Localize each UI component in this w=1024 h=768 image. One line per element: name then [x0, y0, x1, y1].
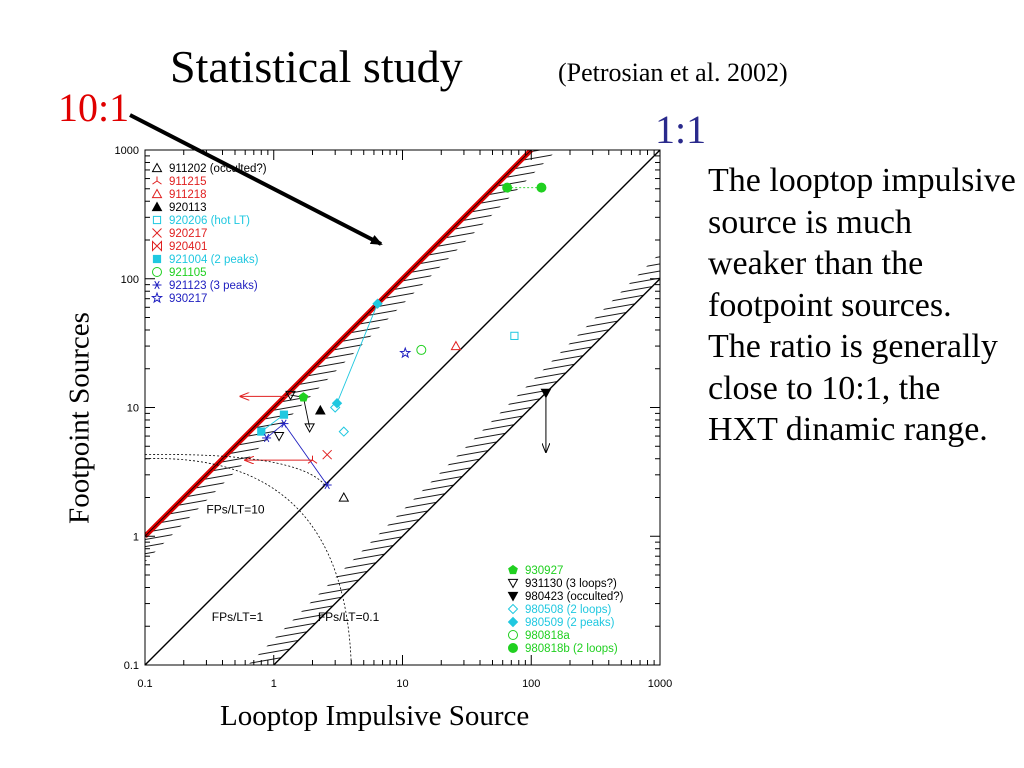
data-point-921004 [279, 410, 289, 419]
legend-marker [508, 564, 518, 575]
legend-marker [152, 254, 162, 264]
connection-line [283, 423, 328, 486]
legend-entry: 920401 [169, 241, 207, 253]
sensitivity-curve-outer [144, 458, 352, 666]
legend-marker [151, 162, 163, 173]
ratio-line-0.1 [273, 278, 660, 665]
data-point-920217 [322, 449, 333, 460]
legend-entry: 980423 (occulted?) [525, 591, 624, 603]
line-label-0.1: FPs/LT=0.1 [318, 610, 380, 624]
legend-marker [507, 578, 519, 589]
data-point-930217 [399, 346, 412, 359]
legend-marker [508, 643, 518, 653]
legend-marker [152, 215, 162, 225]
legend-marker [152, 240, 162, 252]
x-tick-label: 0.1 [137, 678, 152, 690]
ratio-line-10-inner [145, 150, 532, 537]
legend-entry: 930927 [525, 565, 563, 577]
data-point-921123 [322, 480, 332, 490]
legend-marker [152, 280, 162, 290]
slide-title: Statistical study [170, 41, 463, 92]
y-tick-label: 100 [121, 274, 139, 286]
data-point-931130 [285, 390, 296, 401]
data-point-980509 [331, 397, 343, 409]
legend-entry: 921004 (2 peaks) [169, 254, 259, 266]
legend-entry: 931130 (3 loops?) [525, 578, 617, 590]
citation: (Petrosian et al. 2002) [558, 58, 788, 87]
connection-line [302, 397, 311, 428]
data-point-931130 [304, 423, 315, 433]
plot-annotations: FPs/LT=10 FPs/LT=1 FPs/LT=0.1 [129, 113, 383, 666]
sensitivity-curve [144, 454, 326, 486]
ratio-label-1-to-1: 1:1 [655, 107, 707, 152]
data-points [257, 182, 552, 502]
data-point-980508 [338, 426, 350, 437]
data-point-921105 [416, 344, 427, 355]
point-connections [240, 187, 546, 486]
data-point-920113 [314, 404, 326, 415]
data-point-980818b [502, 182, 513, 193]
legend-entry: 980509 (2 peaks) [525, 617, 615, 629]
legend-marker [152, 176, 162, 185]
data-point-930927 [298, 392, 309, 402]
legend-entry: 980818b (2 loops) [525, 643, 618, 655]
legend-marker [150, 291, 164, 304]
line-label-1: FPs/LT=1 [212, 610, 264, 624]
data-point-911202 [338, 491, 350, 502]
legend-entry: 920206 (hot LT) [169, 215, 250, 227]
legend-marker [151, 188, 163, 199]
legend-marker [152, 267, 162, 277]
data-point-920206 [510, 331, 519, 340]
x-axis-label: Looptop Impulsive Source [220, 700, 530, 732]
legend-entry: 911215 [169, 176, 207, 188]
legend-marker [507, 603, 519, 615]
data-point-921004 [257, 427, 266, 436]
data-point-911215 [307, 455, 318, 464]
ratio-label-10-to-1: 10:1 [58, 85, 130, 130]
x-tick-label: 1 [271, 678, 277, 690]
data-point-921123 [262, 433, 272, 443]
x-tick-label: 10 [396, 678, 408, 690]
legend-entry: 911202 (occulted?) [169, 163, 267, 175]
connection-line [336, 303, 378, 404]
description-paragraph-1: The looptop impulsive source is much wea… [708, 162, 1016, 324]
legend-entry: 920217 [169, 228, 207, 240]
y-tick-label: 10 [127, 403, 139, 415]
plot-axes: 0.1 1 10 100 1000 0.1 1 10 100 1000 [115, 145, 673, 690]
hatched-band [145, 150, 557, 562]
legend-marker [508, 630, 518, 640]
legend-entry: 911218 [169, 189, 207, 201]
connection-line [266, 423, 285, 439]
legend-marker [152, 228, 162, 238]
legend-marker [507, 616, 519, 628]
legend-entry: 980508 (2 loops) [525, 604, 611, 616]
legend-entry: 921105 [169, 267, 207, 279]
x-tick-label: 100 [522, 678, 540, 690]
plot-legends: 911202 (occulted?)9112159112189201139202… [150, 162, 624, 655]
legend-marker [151, 201, 163, 212]
legend-entry: 921123 (3 peaks) [169, 280, 258, 292]
data-point-980423 [540, 388, 552, 399]
data-point-980509 [372, 298, 383, 309]
legend-entry: 980818a [525, 630, 570, 642]
data-point-931130 [273, 431, 285, 442]
description-paragraph-2: The ratio is generally close to 10:1, th… [708, 328, 998, 448]
description-text: The looptop impulsive source is much wea… [708, 160, 1018, 451]
legend-entry: 920113 [169, 202, 207, 214]
y-tick-label: 0.1 [124, 660, 139, 672]
legend-marker [507, 591, 519, 602]
line-label-10: FPs/LT=10 [206, 503, 264, 517]
ratio-line-1 [145, 150, 660, 665]
y-tick-label: 1000 [115, 145, 139, 157]
ratio-lines [145, 150, 660, 665]
y-tick-label: 1 [133, 531, 139, 543]
x-tick-label: 1000 [648, 678, 672, 690]
pointer-arrow [129, 113, 383, 246]
data-point-911218 [450, 340, 462, 351]
data-point-980818b [536, 182, 547, 193]
hatched-band [248, 253, 660, 665]
data-point-921123 [279, 419, 289, 428]
legend-entry: 930217 [169, 293, 207, 305]
